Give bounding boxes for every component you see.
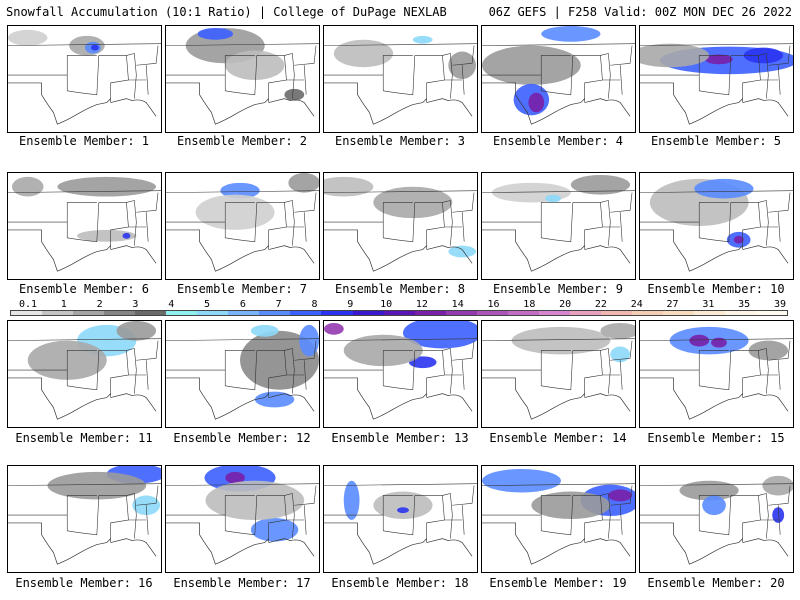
- ensemble-member-map-2: [165, 25, 320, 133]
- legend-color-swatch: [321, 311, 353, 315]
- legend-color-swatch: [11, 311, 43, 315]
- ensemble-member-map-5: [639, 25, 794, 133]
- legend-color-swatch: [166, 311, 198, 315]
- legend-color-swatch: [73, 311, 105, 315]
- ensemble-member-label: Ensemble Member: 1: [18, 134, 150, 148]
- legend-color-swatch: [135, 311, 167, 315]
- ensemble-member-label: Ensemble Member: 10: [647, 282, 785, 296]
- ensemble-member-label: Ensemble Member: 4: [492, 134, 624, 148]
- ensemble-member-map-8: [323, 172, 478, 280]
- snowfall-legend: 0.1 1 2 3 4 5 6 7 8 9 10 12 14 16 18 20 22 24 27 31 35 39: [6, 299, 788, 322]
- legend-tick-label: 7: [275, 299, 282, 310]
- ensemble-member-map-12: [165, 320, 320, 428]
- ensemble-member-map-3: [323, 25, 478, 133]
- legend-tick-label: 16: [487, 299, 500, 310]
- legend-tick-label: 27: [666, 299, 679, 310]
- ensemble-member-map-17: [165, 465, 320, 573]
- ensemble-member-label: Ensemble Member: 6: [18, 282, 150, 296]
- ensemble-member-map-15: [639, 320, 794, 428]
- ensemble-member-label: Ensemble Member: 2: [176, 134, 308, 148]
- legend-color-swatch: [662, 311, 695, 315]
- ensemble-member-label: Ensemble Member: 12: [173, 431, 311, 445]
- legend-color-swatch: [259, 311, 291, 315]
- ensemble-member-label: Ensemble Member: 8: [334, 282, 466, 296]
- legend-tick-label: 24: [630, 299, 643, 310]
- legend-tick-label: 2: [96, 299, 103, 310]
- legend-tick-label: 0.1: [18, 299, 38, 310]
- ensemble-member-map-16: [7, 465, 162, 573]
- legend-color-swatch: [569, 311, 601, 315]
- legend-tick-label: 1: [60, 299, 67, 310]
- legend-color-swatch: [507, 311, 539, 315]
- legend-color-swatch: [414, 311, 446, 315]
- legend-color-swatch: [631, 311, 663, 315]
- ensemble-member-map-20: [639, 465, 794, 573]
- ensemble-member-map-10: [639, 172, 794, 280]
- legend-tick-label: 14: [451, 299, 464, 310]
- ensemble-member-label: Ensemble Member: 3: [334, 134, 466, 148]
- ensemble-member-label: Ensemble Member: 5: [650, 134, 782, 148]
- legend-tick-label: 9: [347, 299, 354, 310]
- legend-color-swatch: [104, 311, 136, 315]
- ensemble-member-label: Ensemble Member: 7: [176, 282, 308, 296]
- legend-color-swatch: [725, 311, 757, 315]
- legend-tick-label: 8: [311, 299, 318, 310]
- legend-color-swatch: [42, 311, 74, 315]
- legend-color-swatch: [756, 311, 788, 315]
- legend-color-swatch: [476, 311, 508, 315]
- legend-tick-label: 4: [168, 299, 175, 310]
- ensemble-member-label: Ensemble Member: 14: [489, 431, 627, 445]
- legend-tick-label: 22: [594, 299, 607, 310]
- ensemble-member-label: Ensemble Member: 16: [15, 576, 153, 590]
- legend-tick-label: 39: [773, 299, 787, 310]
- ensemble-member-label: Ensemble Member: 19: [489, 576, 627, 590]
- legend-color-swatch: [290, 311, 322, 315]
- ensemble-member-map-4: [481, 25, 636, 133]
- legend-color-swatch: [600, 311, 632, 315]
- legend-tick-label: 12: [415, 299, 428, 310]
- ensemble-member-label: Ensemble Member: 17: [173, 576, 311, 590]
- legend-color-swatch: [197, 311, 229, 315]
- ensemble-member-label: Ensemble Member: 15: [647, 431, 785, 445]
- legend-color-swatch: [694, 311, 726, 315]
- ensemble-member-map-7: [165, 172, 320, 280]
- ensemble-member-map-11: [7, 320, 162, 428]
- run-valid-time: 06Z GEFS | F258 Valid: 00Z MON DEC 26 20…: [488, 5, 792, 19]
- ensemble-member-map-13: [323, 320, 478, 428]
- legend-tick-label: 3: [132, 299, 139, 310]
- ensemble-member-map-14: [481, 320, 636, 428]
- legend-tick-label: 10: [380, 299, 393, 310]
- ensemble-member-label: Ensemble Member: 13: [331, 431, 469, 445]
- legend-tick-label: 5: [204, 299, 211, 310]
- ensemble-member-label: Ensemble Member: 20: [647, 576, 785, 590]
- ensemble-member-map-1: [7, 25, 162, 133]
- ensemble-member-label: Ensemble Member: 18: [331, 576, 469, 590]
- legend-tick-label: 18: [523, 299, 536, 310]
- ensemble-member-map-18: [323, 465, 478, 573]
- ensemble-member-map-6: [7, 172, 162, 280]
- ensemble-member-label: Ensemble Member: 11: [15, 431, 153, 445]
- map-title: Snowfall Accumulation (10:1 Ratio) | Col…: [6, 5, 447, 19]
- legend-color-swatch: [538, 311, 570, 315]
- ensemble-member-label: Ensemble Member: 9: [492, 282, 624, 296]
- ensemble-member-map-9: [481, 172, 636, 280]
- legend-tick-label: 35: [738, 299, 751, 310]
- legend-color-swatch: [352, 311, 384, 315]
- legend-tick-label: 6: [239, 299, 246, 310]
- legend-colorbar: [10, 310, 788, 316]
- legend-color-swatch: [445, 311, 477, 315]
- legend-tick-label: 31: [702, 299, 715, 310]
- ensemble-member-map-19: [481, 465, 636, 573]
- legend-color-swatch: [228, 311, 260, 315]
- legend-tick-label: 20: [559, 299, 572, 310]
- legend-color-swatch: [383, 311, 415, 315]
